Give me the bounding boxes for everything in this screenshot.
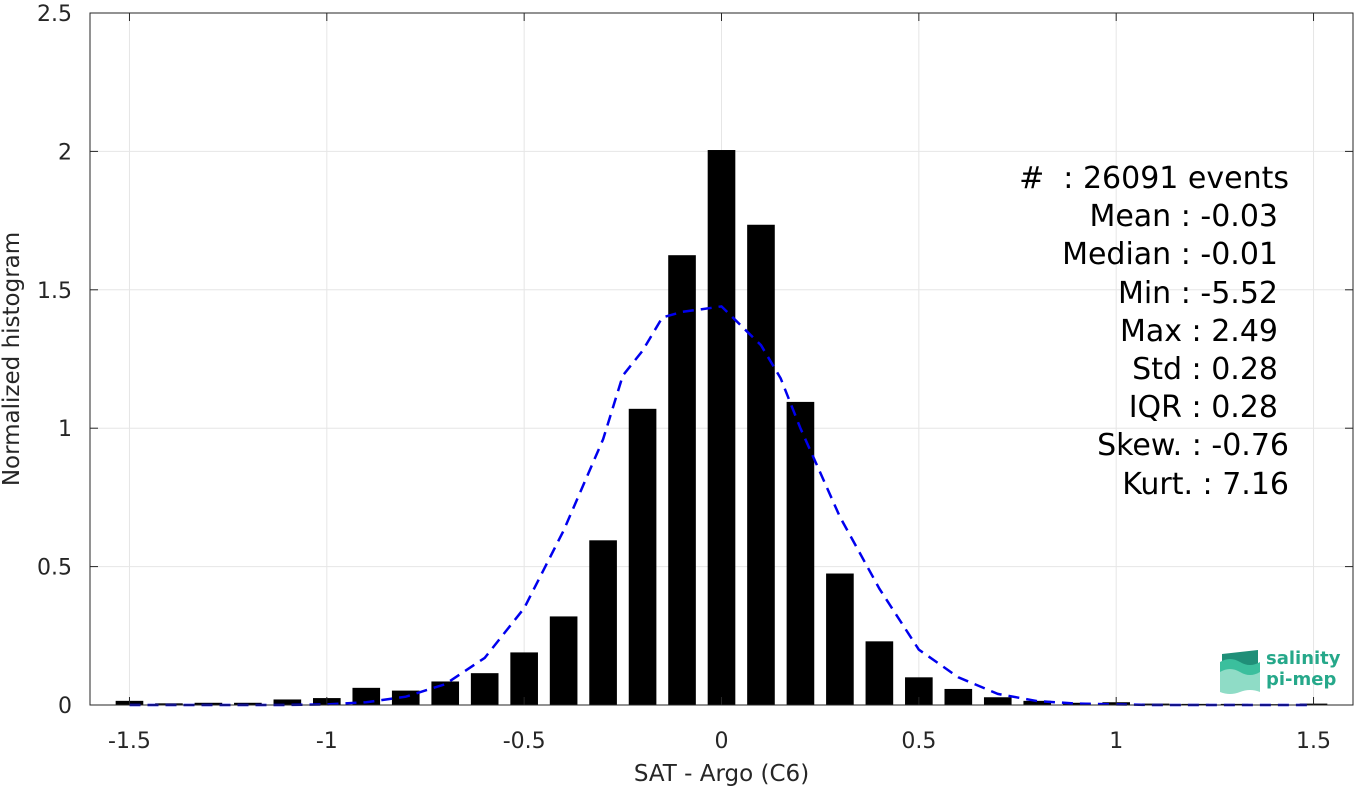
histogram-bar (707, 150, 736, 706)
histogram-bar (628, 408, 657, 705)
stat-mean: Mean : -0.03 (1089, 199, 1278, 235)
x-tick-label: -0.5 (503, 729, 546, 754)
histogram-bar (668, 255, 696, 705)
histogram-bar (747, 224, 775, 705)
x-tick-label: -1 (316, 729, 338, 754)
histogram-bar (983, 697, 1012, 705)
x-axis-label: SAT - Argo (C6) (634, 761, 809, 787)
x-tick-label: -1.5 (108, 729, 151, 754)
histogram-bar (1023, 700, 1052, 705)
x-axis-ticks: -1.5 -1 -0.5 0 0.5 1 1.5 (108, 13, 1331, 754)
y-tick-label: 2 (58, 140, 72, 165)
histogram-bar (510, 652, 538, 705)
statistics-annotation: # : 26091 events Mean : -0.03 Median : -… (1019, 160, 1289, 504)
histogram-bar (470, 673, 499, 705)
normal-fit-curve (129, 305, 1314, 707)
y-tick-label: 2.5 (37, 2, 72, 27)
histogram-bar (589, 540, 617, 705)
logo-line-pi-mep: pi-mep (1266, 669, 1337, 690)
y-axis-label: Normalized histogram (0, 232, 25, 486)
histogram-bar (786, 401, 815, 705)
y-tick-label: 1.5 (37, 279, 72, 304)
histogram-bar (944, 688, 973, 705)
stat-median: Median : -0.01 (1062, 237, 1278, 273)
y-tick-label: 0.5 (37, 556, 72, 581)
histogram-bar (273, 699, 302, 705)
histogram-bars (115, 150, 1328, 706)
stat-skew: Skew. : -0.76 (1097, 428, 1289, 464)
y-tick-label: 1 (58, 417, 72, 442)
stat-std: Std : 0.28 (1132, 352, 1278, 388)
histogram-bar (865, 641, 894, 705)
stat-iqr: IQR : 0.28 (1128, 390, 1278, 426)
x-tick-label: 1 (1109, 729, 1123, 754)
histogram-bar (826, 573, 854, 705)
histogram-bar (549, 616, 578, 705)
x-tick-label: 1.5 (1296, 729, 1331, 754)
y-axis-ticks: 0 0.5 1 1.5 2 2.5 (37, 2, 1353, 719)
wave-logo-icon (1220, 650, 1260, 694)
stat-min: Min : -5.52 (1117, 275, 1278, 311)
stat-events: # : 26091 events (1019, 161, 1289, 196)
logo-text: salinity pi-mep (1266, 648, 1341, 690)
stat-kurt: Kurt. : 7.16 (1122, 466, 1289, 502)
histogram-bar (1062, 702, 1091, 705)
logo-line-salinity: salinity (1266, 648, 1341, 669)
salinity-pi-mep-logo: salinity pi-mep (1218, 648, 1348, 694)
y-tick-label: 0 (58, 694, 72, 719)
x-tick-label: 0.5 (901, 729, 936, 754)
stat-max: Max : 2.49 (1120, 313, 1278, 349)
x-tick-label: 0 (715, 729, 729, 754)
histogram-bar (431, 681, 460, 705)
